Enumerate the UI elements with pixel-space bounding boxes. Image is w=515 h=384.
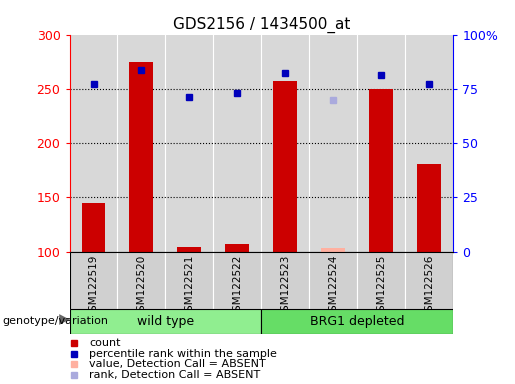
Bar (369, 89, 393, 252)
Text: percentile rank within the sample: percentile rank within the sample (89, 349, 277, 359)
Title: GDS2156 / 1434500_at: GDS2156 / 1434500_at (173, 17, 350, 33)
Polygon shape (59, 314, 70, 325)
Text: GSM122526: GSM122526 (424, 255, 434, 318)
Bar (417, 164, 441, 252)
FancyBboxPatch shape (261, 309, 453, 334)
FancyBboxPatch shape (70, 309, 261, 334)
Bar (81, 203, 106, 252)
FancyBboxPatch shape (261, 252, 310, 309)
FancyBboxPatch shape (117, 252, 165, 309)
FancyBboxPatch shape (70, 252, 117, 309)
Text: wild type: wild type (137, 315, 194, 328)
Bar (273, 81, 297, 252)
Text: GSM122520: GSM122520 (136, 255, 146, 318)
Bar (321, 248, 345, 252)
FancyBboxPatch shape (310, 252, 357, 309)
Bar (178, 247, 201, 252)
FancyBboxPatch shape (405, 252, 453, 309)
Text: GSM122522: GSM122522 (232, 255, 243, 318)
FancyBboxPatch shape (357, 252, 405, 309)
Text: GSM122519: GSM122519 (89, 255, 98, 318)
Text: genotype/variation: genotype/variation (3, 316, 109, 326)
Bar (129, 62, 153, 252)
Bar (226, 244, 249, 252)
Text: GSM122525: GSM122525 (376, 255, 386, 318)
FancyBboxPatch shape (213, 252, 261, 309)
Text: GSM122524: GSM122524 (328, 255, 338, 318)
Text: rank, Detection Call = ABSENT: rank, Detection Call = ABSENT (89, 370, 260, 380)
Text: GSM122521: GSM122521 (184, 255, 195, 318)
FancyBboxPatch shape (165, 252, 213, 309)
Text: count: count (89, 338, 121, 348)
Text: GSM122523: GSM122523 (280, 255, 290, 318)
Text: value, Detection Call = ABSENT: value, Detection Call = ABSENT (89, 359, 266, 369)
Text: BRG1 depleted: BRG1 depleted (310, 315, 404, 328)
